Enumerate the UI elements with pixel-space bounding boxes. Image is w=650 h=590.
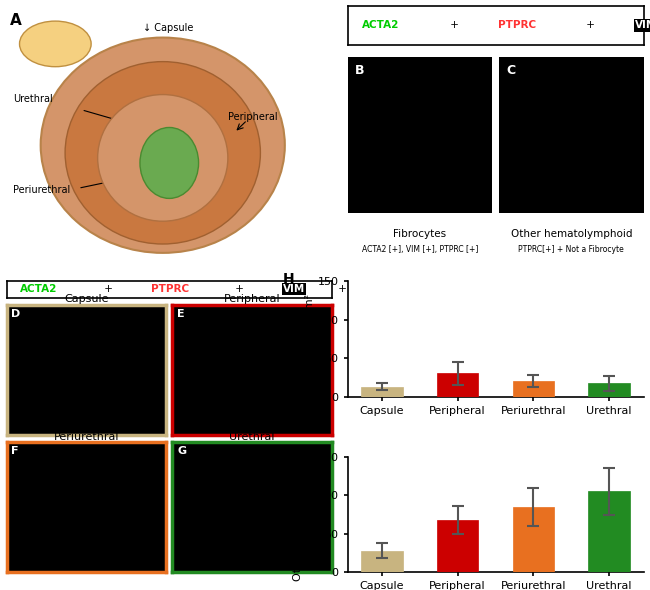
Text: I: I (283, 447, 287, 461)
Text: D: D (11, 309, 21, 319)
Text: ACTA2 [+], VIM [+], PTPRC [+]: ACTA2 [+], VIM [+], PTPRC [+] (361, 245, 478, 254)
Y-axis label: Other hematolymphoid/
mm²: Other hematolymphoid/ mm² (293, 448, 315, 581)
Text: +: + (335, 284, 350, 294)
Text: B: B (355, 64, 364, 77)
Ellipse shape (20, 21, 91, 67)
Bar (361, 550, 403, 572)
Text: H: H (283, 272, 294, 286)
Text: ACTA2: ACTA2 (362, 21, 400, 31)
Text: PTPRC[+] + Not a Fibrocyte: PTPRC[+] + Not a Fibrocyte (519, 245, 624, 254)
Text: PTPRC: PTPRC (151, 284, 189, 294)
Text: +: + (447, 21, 462, 31)
Text: ACTA2: ACTA2 (20, 284, 57, 294)
Text: DAPI: DAPI (385, 284, 413, 294)
Text: E: E (177, 309, 185, 319)
Title: Capsule: Capsule (64, 294, 109, 304)
Text: Urethral: Urethral (13, 94, 53, 104)
Ellipse shape (98, 94, 228, 221)
Text: G: G (177, 447, 187, 456)
Text: +: + (233, 284, 248, 294)
Bar (513, 381, 554, 396)
Text: VIM: VIM (283, 284, 305, 294)
Bar (437, 520, 478, 572)
Bar (588, 384, 630, 396)
Text: F: F (11, 447, 19, 456)
Bar (588, 491, 630, 572)
Text: PTPRC: PTPRC (499, 21, 537, 31)
Text: C: C (506, 64, 515, 77)
Bar (437, 373, 478, 396)
Text: +: + (101, 284, 116, 294)
Text: VIM: VIM (634, 21, 650, 31)
Y-axis label: Fibrocytes/ mm²: Fibrocytes/ mm² (305, 294, 315, 384)
Title: Periurethral: Periurethral (53, 432, 119, 442)
Text: ↓ Capsule: ↓ Capsule (143, 23, 194, 33)
Title: Urethral: Urethral (229, 432, 275, 442)
Text: Periurethral: Periurethral (13, 185, 70, 195)
Text: Peripheral: Peripheral (228, 112, 278, 122)
Bar (361, 386, 403, 396)
Ellipse shape (140, 127, 198, 198)
Text: +: + (583, 21, 598, 31)
Ellipse shape (65, 61, 261, 244)
Text: Fibrocytes: Fibrocytes (393, 229, 447, 239)
Title: Peripheral: Peripheral (224, 294, 281, 304)
Text: Other hematolymphoid: Other hematolymphoid (510, 229, 632, 239)
Ellipse shape (41, 38, 285, 253)
Text: A: A (10, 14, 21, 28)
Bar (513, 507, 554, 572)
